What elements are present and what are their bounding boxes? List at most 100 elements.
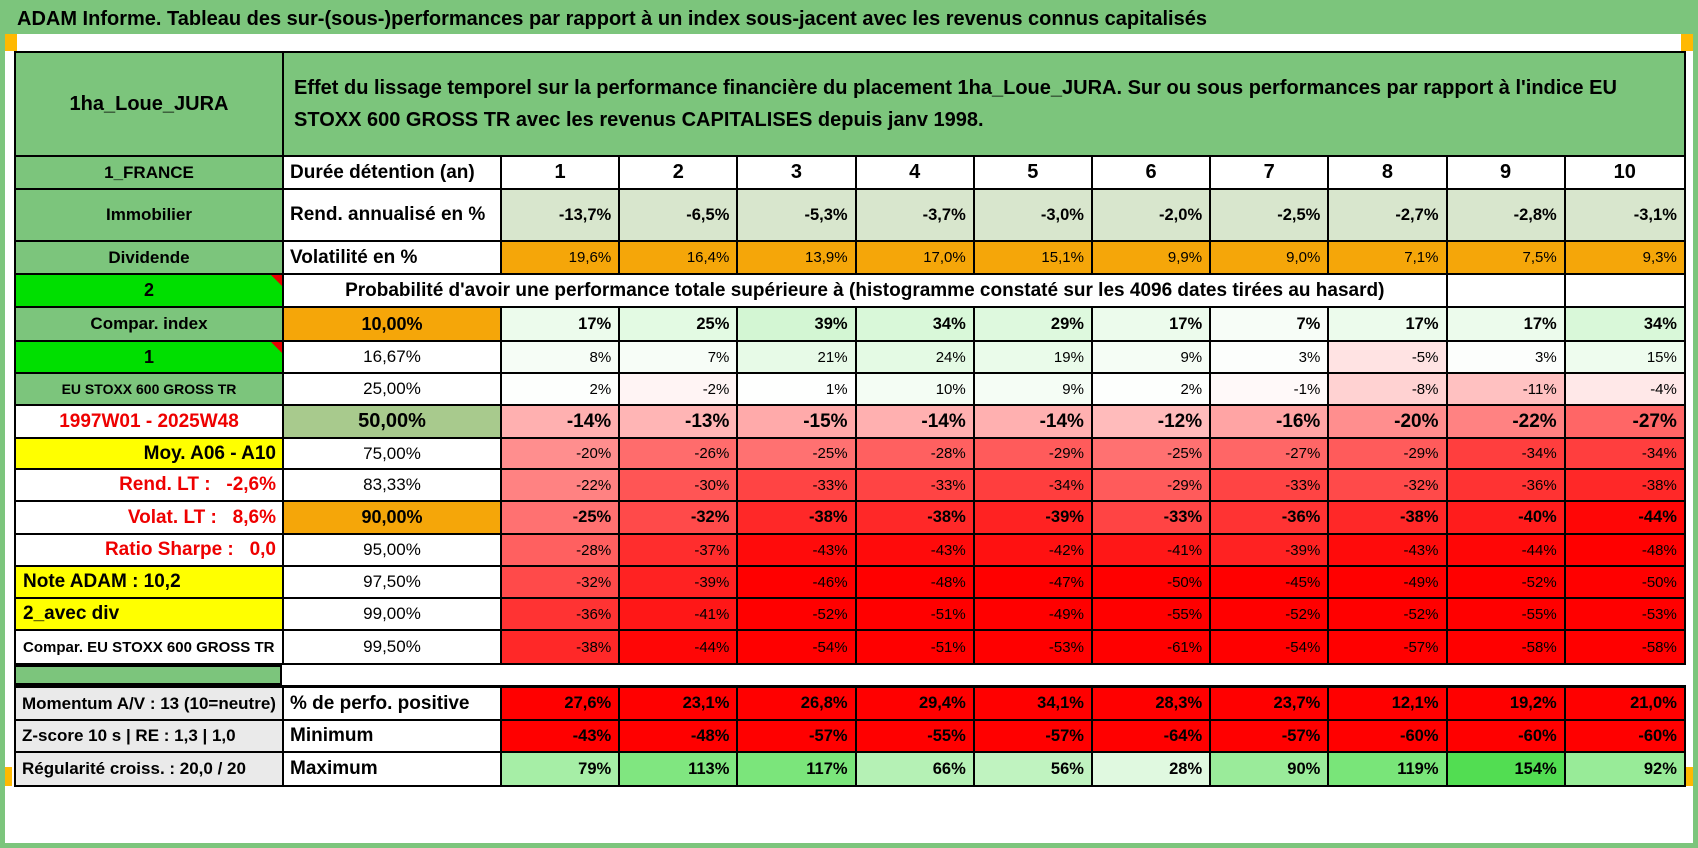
summary-value-cell[interactable]: -60% — [1329, 721, 1448, 753]
row-header-cell[interactable]: Dividende — [16, 242, 284, 275]
value-cell[interactable]: -6,5% — [620, 190, 739, 242]
summary-value-cell[interactable]: 66% — [856, 753, 975, 785]
value-cell[interactable]: -39% — [1211, 535, 1330, 567]
value-cell[interactable]: 21% — [738, 342, 857, 374]
value-cell[interactable]: -26% — [620, 439, 739, 470]
table-description-cell[interactable]: Effet du lissage temporel sur la perform… — [284, 53, 1684, 157]
summary-value-cell[interactable]: 28% — [1092, 753, 1212, 785]
summary-value-cell[interactable]: -43% — [502, 721, 621, 753]
row-header-cell[interactable]: EU STOXX 600 GROSS TR — [16, 374, 284, 406]
summary-value-cell[interactable]: -64% — [1092, 721, 1212, 753]
value-cell[interactable]: -29% — [974, 439, 1093, 470]
value-cell[interactable]: -12% — [1092, 406, 1212, 439]
percentile-cell[interactable]: 75,00% — [284, 439, 502, 470]
value-cell[interactable]: -3,7% — [856, 190, 975, 242]
value-cell[interactable]: -22% — [1447, 406, 1566, 439]
value-cell[interactable]: -38% — [1565, 470, 1684, 502]
value-cell[interactable]: -32% — [502, 567, 621, 599]
value-cell[interactable]: 17% — [502, 308, 621, 342]
row-header-cell[interactable]: Ratio Sharpe : 0,0 — [16, 535, 284, 567]
summary-value-cell[interactable]: 34,1% — [974, 688, 1093, 721]
value-cell[interactable]: -49% — [1329, 567, 1448, 599]
value-cell[interactable]: -27% — [1211, 439, 1330, 470]
summary-value-cell[interactable]: 119% — [1329, 753, 1448, 785]
summary-value-cell[interactable]: 79% — [502, 753, 621, 785]
value-cell[interactable]: -53% — [1565, 599, 1684, 631]
value-cell[interactable]: -15% — [738, 406, 857, 439]
value-cell[interactable]: 29% — [974, 308, 1093, 342]
placement-cell[interactable]: 1ha_Loue_JURA — [16, 53, 284, 157]
summary-value-cell[interactable]: 28,3% — [1092, 688, 1212, 721]
value-cell[interactable]: -55% — [1092, 599, 1212, 631]
summary-value-cell[interactable]: 12,1% — [1329, 688, 1448, 721]
summary-row-header-cell[interactable]: Z-score 10 s | RE : 1,3 | 1,0 — [16, 721, 284, 753]
metric-label-cell[interactable]: Volatilité en % — [284, 242, 502, 275]
value-cell[interactable]: -2% — [620, 374, 739, 406]
value-cell[interactable]: 39% — [738, 308, 857, 342]
value-cell[interactable]: -51% — [856, 599, 975, 631]
empty-cell[interactable] — [1447, 275, 1566, 308]
value-cell[interactable]: -5% — [1329, 342, 1448, 374]
summary-value-cell[interactable]: -57% — [974, 721, 1093, 753]
value-cell[interactable]: -39% — [974, 502, 1093, 535]
summary-value-cell[interactable]: 21,0% — [1565, 688, 1684, 721]
value-cell[interactable]: -14% — [502, 406, 621, 439]
percentile-cell[interactable]: 99,00% — [284, 599, 502, 631]
value-cell[interactable]: -37% — [620, 535, 739, 567]
percentile-cell[interactable]: 99,50% — [284, 631, 502, 663]
value-cell[interactable]: -2,5% — [1211, 190, 1330, 242]
value-cell[interactable]: -8% — [1329, 374, 1448, 406]
probability-band-cell[interactable]: Probabilité d'avoir une performance tota… — [284, 275, 1448, 308]
value-cell[interactable]: 24% — [856, 342, 975, 374]
value-cell[interactable]: -29% — [1329, 439, 1448, 470]
summary-value-cell[interactable]: 117% — [738, 753, 857, 785]
value-cell[interactable]: 25% — [620, 308, 739, 342]
value-cell[interactable]: -54% — [1211, 631, 1330, 663]
duration-header-cell[interactable]: 3 — [738, 157, 857, 190]
value-cell[interactable]: -57% — [1329, 631, 1448, 663]
value-cell[interactable]: -33% — [1092, 502, 1212, 535]
value-cell[interactable]: -49% — [974, 599, 1093, 631]
value-cell[interactable]: -25% — [502, 502, 621, 535]
value-cell[interactable]: -44% — [1565, 502, 1684, 535]
value-cell[interactable]: 17% — [1092, 308, 1212, 342]
summary-value-cell[interactable]: 29,4% — [856, 688, 975, 721]
value-cell[interactable]: -36% — [502, 599, 621, 631]
row-header-cell[interactable]: Rend. LT : -2,6% — [16, 470, 284, 502]
row-header-cell[interactable]: 1 — [16, 342, 284, 374]
value-cell[interactable]: -40% — [1447, 502, 1566, 535]
value-cell[interactable]: -16% — [1211, 406, 1330, 439]
summary-label-cell[interactable]: Minimum — [284, 721, 502, 753]
value-cell[interactable]: -28% — [856, 439, 975, 470]
value-cell[interactable]: -50% — [1565, 567, 1684, 599]
value-cell[interactable]: 7,5% — [1447, 242, 1566, 275]
value-cell[interactable]: -34% — [1565, 439, 1684, 470]
summary-value-cell[interactable]: 23,1% — [620, 688, 739, 721]
value-cell[interactable]: -52% — [1211, 599, 1330, 631]
value-cell[interactable]: 19% — [974, 342, 1093, 374]
duration-header-cell[interactable]: 8 — [1329, 157, 1448, 190]
value-cell[interactable]: 2% — [502, 374, 621, 406]
row-header-cell[interactable]: 1_FRANCE — [16, 157, 284, 190]
value-cell[interactable]: -42% — [974, 535, 1093, 567]
summary-value-cell[interactable]: -57% — [738, 721, 857, 753]
value-cell[interactable]: -46% — [738, 567, 857, 599]
value-cell[interactable]: 9,9% — [1092, 242, 1212, 275]
value-cell[interactable]: 8% — [502, 342, 621, 374]
summary-value-cell[interactable]: 92% — [1565, 753, 1684, 785]
summary-value-cell[interactable]: 23,7% — [1211, 688, 1330, 721]
value-cell[interactable]: -45% — [1211, 567, 1330, 599]
summary-value-cell[interactable]: 27,6% — [502, 688, 621, 721]
value-cell[interactable]: -34% — [1447, 439, 1566, 470]
value-cell[interactable]: -14% — [974, 406, 1093, 439]
value-cell[interactable]: 9,3% — [1565, 242, 1684, 275]
value-cell[interactable]: 9,0% — [1211, 242, 1330, 275]
duration-header-cell[interactable]: 7 — [1211, 157, 1330, 190]
value-cell[interactable]: -11% — [1447, 374, 1566, 406]
summary-value-cell[interactable]: 154% — [1447, 753, 1566, 785]
value-cell[interactable]: -61% — [1092, 631, 1212, 663]
value-cell[interactable]: -25% — [1092, 439, 1212, 470]
metric-label-cell[interactable]: Rend. annualisé en % — [284, 190, 502, 242]
summary-value-cell[interactable]: -48% — [620, 721, 739, 753]
value-cell[interactable]: 17% — [1329, 308, 1448, 342]
